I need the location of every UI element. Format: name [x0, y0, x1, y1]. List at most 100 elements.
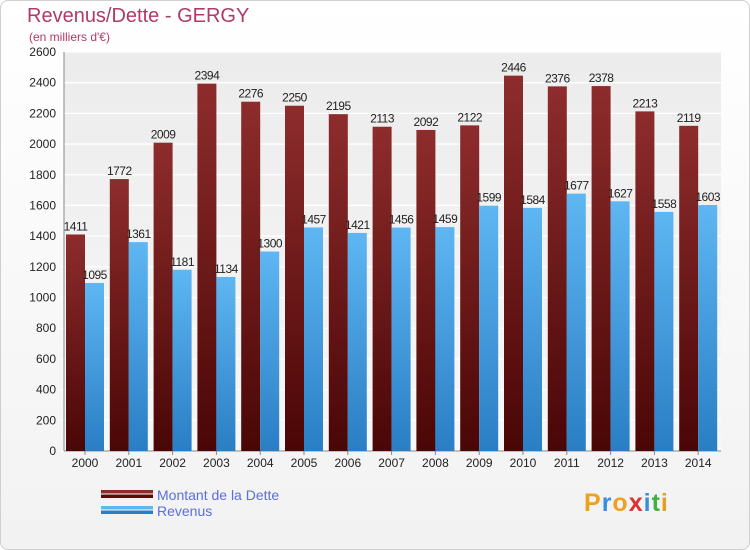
data-label: 2195	[326, 99, 352, 113]
data-label: 2009	[151, 128, 177, 142]
legend-swatch-debt	[101, 490, 153, 498]
y-tick-label: 2400	[29, 76, 56, 90]
bar-debt	[372, 126, 392, 451]
bar-debt	[285, 105, 304, 451]
data-label: 2113	[370, 112, 395, 126]
data-label: 1421	[345, 218, 371, 232]
x-tick-label: 2001	[115, 456, 142, 470]
x-tick-label: 2003	[203, 456, 230, 470]
data-label: 1181	[170, 255, 195, 269]
data-label: 1772	[107, 164, 133, 178]
data-label: 2092	[414, 115, 440, 129]
bar-revenue	[216, 276, 236, 451]
legend-label-debt: Montant de la Dette	[157, 487, 280, 503]
logo-letter: P	[584, 489, 602, 517]
bar-revenue	[566, 193, 586, 451]
y-tick-label: 1600	[29, 198, 56, 212]
data-label: 2122	[457, 110, 483, 124]
x-tick-label: 2010	[510, 456, 537, 470]
bar-debt	[153, 142, 173, 451]
bar-revenue	[128, 242, 148, 451]
bar-debt	[109, 179, 129, 451]
bar-revenue	[85, 282, 104, 451]
x-tick-label: 2007	[378, 456, 405, 470]
logo-letter: t	[651, 489, 661, 517]
bar-debt	[328, 114, 348, 452]
data-label: 2378	[589, 71, 615, 85]
bar-revenue	[523, 207, 542, 451]
bar-revenue	[347, 232, 367, 451]
bar-revenue	[479, 205, 499, 451]
x-tick-label: 2002	[159, 456, 186, 470]
x-tick-label: 2005	[291, 456, 318, 470]
data-label: 1411	[64, 219, 89, 233]
logo-letter: r	[601, 489, 613, 517]
x-tick-label: 2009	[466, 456, 493, 470]
data-label: 1457	[301, 212, 327, 226]
data-label: 1677	[564, 179, 590, 193]
logo-letter: i	[660, 489, 669, 517]
data-label: 1134	[214, 262, 239, 276]
chart-subtitle: (en milliers d'€)	[29, 30, 110, 44]
data-label: 2394	[195, 69, 221, 83]
x-tick-label: 2013	[641, 456, 668, 470]
bar-debt	[679, 125, 699, 451]
data-label: 1584	[520, 193, 546, 207]
y-tick-label: 2600	[29, 45, 56, 59]
bar-revenue	[391, 227, 411, 451]
data-label: 1456	[389, 213, 415, 227]
logo-letter: o	[612, 489, 629, 517]
y-tick-label: 1800	[29, 168, 56, 182]
y-tick-label: 200	[36, 413, 56, 427]
bar-debt	[66, 234, 85, 451]
bar-debt	[547, 86, 567, 452]
bar-revenue	[654, 211, 674, 451]
x-tick-label: 2000	[72, 456, 99, 470]
data-label: 1627	[608, 186, 634, 200]
x-tick-label: 2014	[685, 456, 712, 470]
proxiti-logo: Proxiti	[584, 489, 669, 518]
bar-revenue	[435, 227, 455, 451]
bar-revenue	[698, 205, 718, 451]
y-tick-label: 600	[36, 352, 56, 366]
data-label: 2119	[677, 111, 702, 125]
y-tick-label: 800	[36, 321, 56, 335]
y-tick-label: 400	[36, 383, 56, 397]
bar-debt	[635, 111, 655, 451]
x-tick-label: 2006	[334, 456, 361, 470]
logo-letter: i	[643, 489, 652, 517]
data-label: 1300	[257, 237, 283, 251]
bar-revenue	[610, 201, 630, 451]
bar-revenue	[260, 251, 280, 451]
bar-debt	[591, 86, 611, 452]
data-label: 2376	[545, 71, 571, 85]
x-tick-label: 2011	[554, 456, 580, 470]
bar-debt	[197, 83, 217, 452]
y-tick-label: 2200	[29, 106, 56, 120]
bar-debt	[504, 75, 523, 451]
data-label: 1095	[82, 268, 108, 282]
data-label: 2276	[238, 87, 264, 101]
data-label: 1459	[433, 212, 459, 226]
bar-revenue	[172, 269, 192, 451]
x-tick-label: 2008	[422, 456, 449, 470]
data-label: 1558	[652, 197, 678, 211]
legend-label-revenue: Revenus	[157, 503, 213, 519]
bar-debt	[416, 129, 436, 451]
data-label: 2213	[633, 96, 659, 110]
data-label: 1603	[695, 190, 721, 204]
x-tick-label: 2004	[247, 456, 274, 470]
y-tick-label: 1200	[29, 260, 56, 274]
data-label: 2446	[501, 61, 527, 75]
bar-debt	[460, 125, 480, 451]
chart-title: Revenus/Dette - GERGY	[27, 5, 250, 27]
bar-debt	[241, 101, 261, 452]
data-label: 1599	[476, 191, 502, 205]
y-tick-label: 1400	[29, 229, 56, 243]
logo-letter: x	[628, 489, 644, 517]
y-tick-label: 0	[49, 444, 56, 458]
legend-swatch-revenue	[101, 506, 153, 514]
bar-revenue	[304, 227, 323, 451]
